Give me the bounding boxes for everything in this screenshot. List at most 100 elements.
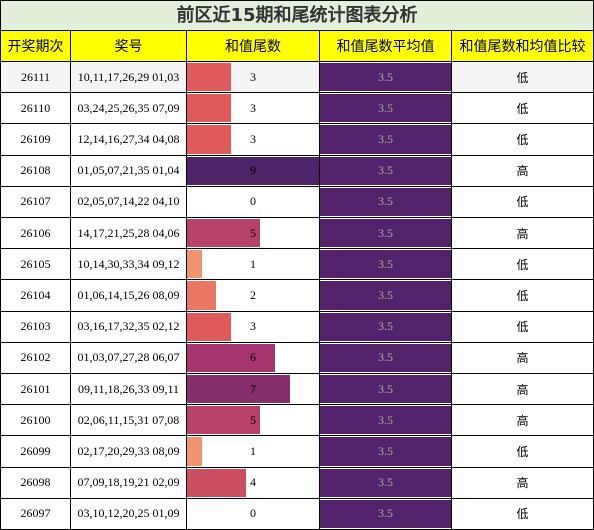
data-bar <box>187 219 261 248</box>
cell-text: 26109 <box>20 131 51 146</box>
table-cell: 3.5 <box>320 218 452 250</box>
table-cell: 01,03,07,27,28 06,07 <box>71 342 187 374</box>
table-cell: 26098 <box>0 467 71 499</box>
cell-text: 低 <box>516 288 529 303</box>
table-cell: 14,17,21,25,28 04,06 <box>71 218 187 250</box>
table-cell: 3 <box>187 311 320 343</box>
table-cell: 26104 <box>0 280 71 312</box>
table-cell: 03,16,17,32,35 02,12 <box>71 311 187 343</box>
table-cell: 低 <box>452 124 594 156</box>
data-bar <box>187 156 319 185</box>
cell-text: 10,14,30,33,34 09,12 <box>77 256 180 271</box>
table-cell: 5 <box>187 405 320 437</box>
cell-text: 1 <box>250 443 256 458</box>
cell-text: 3.5 <box>378 69 393 84</box>
table-cell: 3.5 <box>320 280 452 312</box>
table-cell: 3.5 <box>320 405 452 437</box>
table-cell: 26108 <box>0 155 71 187</box>
cell-text: 低 <box>516 507 529 522</box>
cell-text: 7 <box>250 381 256 396</box>
table-cell: 3.5 <box>320 467 452 499</box>
data-bar <box>187 281 217 310</box>
data-bar <box>187 63 231 92</box>
average-bar <box>320 375 451 404</box>
cell-text: 0 <box>250 506 256 521</box>
cell-text: 高 <box>516 164 529 179</box>
average-bar <box>320 63 451 92</box>
cell-text: 02,06,11,15,31 07,08 <box>77 412 180 427</box>
table-cell: 高 <box>452 405 594 437</box>
data-bar <box>187 375 290 404</box>
table-cell: 3 <box>187 93 320 125</box>
table-cell: 高 <box>452 342 594 374</box>
table-cell: 1 <box>187 249 320 281</box>
table-cell: 0 <box>187 186 320 218</box>
cell-text: 07,09,18,19,21 02,09 <box>77 475 180 490</box>
table-cell: 10,11,17,26,29 01,03 <box>71 62 187 94</box>
table-cell: 02,05,07,14,22 04,10 <box>71 186 187 218</box>
cell-text: 1 <box>250 256 256 271</box>
table-cell: 01,05,07,21,35 01,04 <box>71 155 187 187</box>
cell-text: 3 <box>250 100 256 115</box>
table-cell: 低 <box>452 280 594 312</box>
cell-text: 03,24,25,26,35 07,09 <box>77 100 180 115</box>
cell-text: 低 <box>516 444 529 459</box>
table-cell: 10,14,30,33,34 09,12 <box>71 249 187 281</box>
cell-text: 02,17,20,29,33 08,09 <box>77 443 180 458</box>
table-cell: 26100 <box>0 405 71 437</box>
data-bar <box>187 125 231 154</box>
cell-text: 3.5 <box>378 506 393 521</box>
average-bar <box>320 312 451 341</box>
cell-text: 12,14,16,27,34 04,08 <box>77 131 180 146</box>
table-cell: 低 <box>452 186 594 218</box>
table-cell: 3.5 <box>320 498 452 530</box>
cell-text: 3.5 <box>378 287 393 302</box>
cell-text: 26108 <box>20 163 51 178</box>
table-cell: 低 <box>452 93 594 125</box>
table-cell: 3.5 <box>320 311 452 343</box>
table-cell: 26105 <box>0 249 71 281</box>
cell-text: 高 <box>516 382 529 397</box>
cell-text: 低 <box>516 101 529 116</box>
cell-text: 26101 <box>20 381 51 396</box>
cell-text: 3.5 <box>378 350 393 365</box>
table-cell: 02,06,11,15,31 07,08 <box>71 405 187 437</box>
average-bar <box>320 468 451 497</box>
table-cell: 26111 <box>0 62 71 94</box>
cell-text: 3.5 <box>378 443 393 458</box>
cell-text: 3.5 <box>378 225 393 240</box>
table-cell: 07,09,18,19,21 02,09 <box>71 467 187 499</box>
cell-text: 高 <box>516 226 529 241</box>
data-bar <box>187 406 261 435</box>
table-cell: 02,17,20,29,33 08,09 <box>71 436 187 468</box>
title: 前区近15期和尾统计图表分析 <box>0 0 594 31</box>
table-cell: 5 <box>187 218 320 250</box>
cell-text: 低 <box>516 132 529 147</box>
table-cell: 03,24,25,26,35 07,09 <box>71 93 187 125</box>
average-bar <box>320 219 451 248</box>
table-cell: 26103 <box>0 311 71 343</box>
cell-text: 3.5 <box>378 100 393 115</box>
table-cell: 3.5 <box>320 249 452 281</box>
cell-text: 26097 <box>20 506 51 521</box>
cell-text: 3.5 <box>378 131 393 146</box>
header-text: 开奖期次 <box>7 39 64 55</box>
cell-text: 26106 <box>20 225 51 240</box>
average-bar <box>320 156 451 185</box>
header-text: 和值尾数和均值比较 <box>459 39 586 55</box>
table-cell: 3.5 <box>320 342 452 374</box>
cell-text: 6 <box>250 350 256 365</box>
average-bar <box>320 406 451 435</box>
table-cell: 高 <box>452 374 594 406</box>
table-cell: 3.5 <box>320 124 452 156</box>
table-cell: 3.5 <box>320 186 452 218</box>
data-bar <box>187 468 246 497</box>
data-bar <box>187 94 231 123</box>
cell-text: 3.5 <box>378 412 393 427</box>
data-bar <box>187 312 231 341</box>
cell-text: 3.5 <box>378 163 393 178</box>
table-cell: 26106 <box>0 218 71 250</box>
average-bar <box>320 343 451 372</box>
data-bar <box>187 250 202 279</box>
